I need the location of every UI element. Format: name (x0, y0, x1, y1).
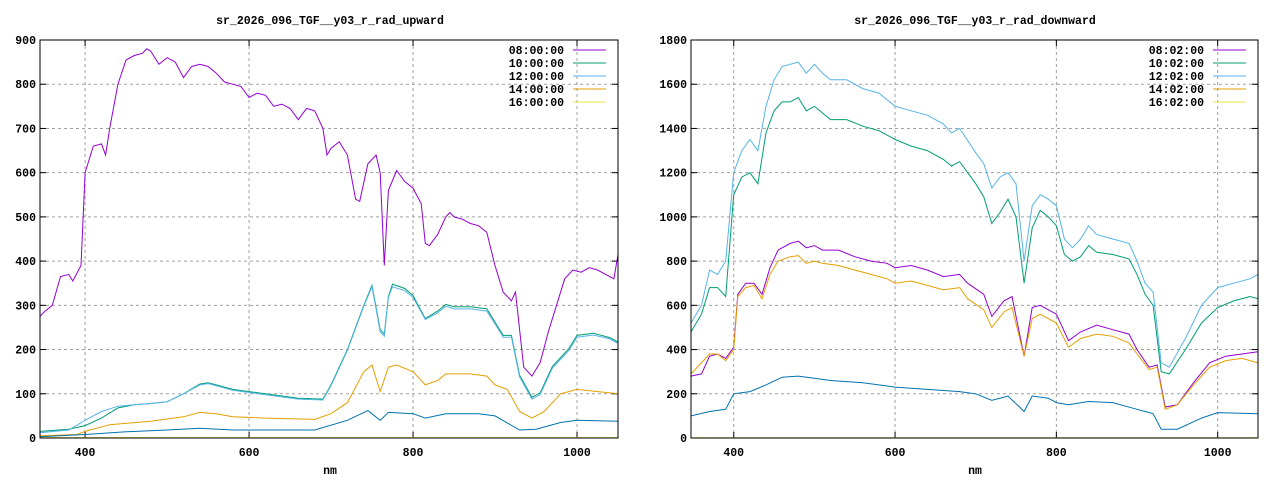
y-tick-label: 600 (666, 300, 687, 313)
upward-radiance-chart: sr_2026_096_TGF__y03_r_rad_upward nm 0 10… (15, 15, 619, 478)
chart-title: sr_2026_096_TGF__y03_r_rad_downward (854, 15, 1096, 28)
legend-label: 16:00:00 (509, 97, 564, 110)
y-tick-label: 800 (15, 79, 36, 92)
y-tick-label: 400 (15, 256, 36, 269)
x-tick-label: 400 (723, 447, 744, 460)
y-tick-label: 600 (15, 168, 36, 181)
series-line-080200 (691, 240, 1258, 408)
y-tick-label: 300 (15, 300, 36, 313)
x-tick-label: 600 (885, 447, 906, 460)
legend-label: 14:02:00 (1149, 84, 1204, 97)
x-tick-label: 800 (403, 447, 424, 460)
x-tick-label: 800 (1046, 447, 1067, 460)
y-tick-label: 1600 (659, 79, 687, 92)
y-tick-label: 800 (666, 256, 687, 269)
series-line-120000 (40, 285, 618, 434)
series-line-080000 (40, 48, 618, 377)
series-line-unlabeled (691, 375, 1258, 430)
legend-label: 08:02:00 (1149, 45, 1204, 58)
legend-label: 10:02:00 (1149, 58, 1204, 71)
series-line-unlabeled (40, 410, 618, 438)
y-tick-label: 0 (29, 433, 36, 446)
legend-label: 08:00:00 (509, 45, 564, 58)
x-tick-label: 1000 (1204, 447, 1232, 460)
y-tick-label: 700 (15, 123, 36, 136)
x-tick-label: 600 (239, 447, 260, 460)
plot-border (39, 39, 619, 439)
y-tick-label: 0 (680, 433, 687, 446)
y-tick-label: 1200 (659, 168, 687, 181)
x-axis-label: nm (968, 465, 982, 478)
legend-label: 14:00:00 (509, 84, 564, 97)
legend-label: 12:02:00 (1149, 71, 1204, 84)
y-tick-label: 200 (15, 345, 36, 358)
series-line-140200 (691, 255, 1258, 410)
legend-label: 16:02:00 (1149, 97, 1204, 110)
y-tick-label: 900 (15, 35, 36, 48)
x-axis-label: nm (323, 465, 337, 478)
chart-title: sr_2026_096_TGF__y03_r_rad_upward (216, 15, 444, 28)
series-line-100000 (40, 283, 618, 432)
series-line-100200 (691, 96, 1258, 375)
series-line-140000 (40, 364, 618, 437)
legend-label: 12:00:00 (509, 71, 564, 84)
downward-radiance-chart: sr_2026_096_TGF__y03_r_rad_downward nm 0… (659, 15, 1259, 478)
x-tick-label: 1000 (563, 447, 591, 460)
y-tick-label: 1400 (659, 123, 687, 136)
y-tick-label: 200 (666, 389, 687, 402)
y-tick-label: 1800 (659, 35, 687, 48)
plot-border (690, 39, 1259, 439)
series-line-120200 (691, 61, 1258, 368)
y-tick-label: 1000 (659, 212, 687, 225)
y-tick-label: 400 (666, 345, 687, 358)
y-tick-label: 100 (15, 389, 36, 402)
legend-label: 10:00:00 (509, 58, 564, 71)
x-tick-label: 400 (75, 447, 96, 460)
y-tick-label: 500 (15, 212, 36, 225)
